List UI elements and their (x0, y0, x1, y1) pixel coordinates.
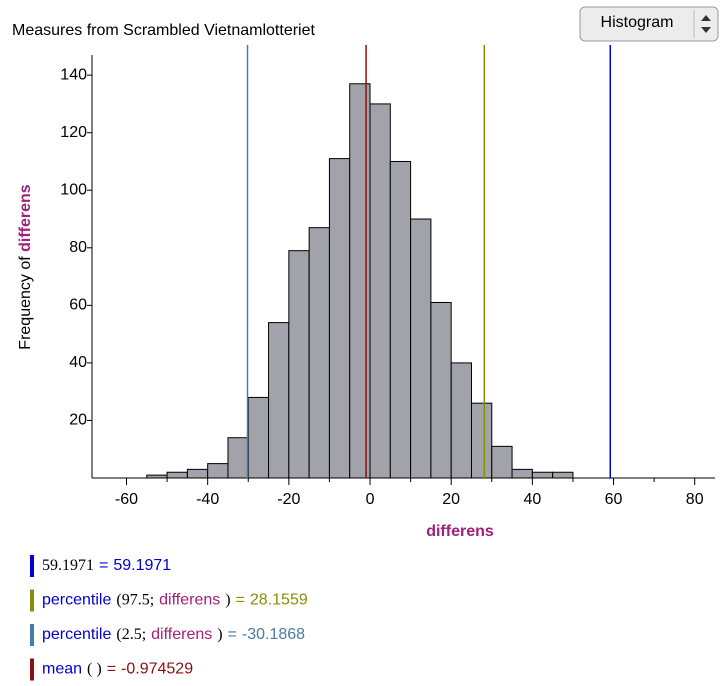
y-label-text: Frequency of (17, 256, 34, 350)
bar (166, 471, 188, 479)
bar (470, 402, 493, 479)
chart-title: Measures from Scrambled Vietnamlotteriet (12, 22, 315, 39)
legend-part: ) (217, 626, 222, 643)
y-tick-label: 120 (60, 124, 87, 141)
bar (227, 437, 249, 479)
legend-entry: percentile (2.5; differens) = -30.1868 (42, 626, 305, 644)
legend-part: differens (151, 626, 212, 643)
legend-part: percentile (42, 592, 111, 609)
x-tick-label: 60 (605, 491, 623, 508)
bar (186, 468, 209, 479)
legend-entry: percentile (97.5; differens) = 28.1559 (42, 591, 308, 609)
menu-label[interactable]: Histogram (601, 14, 674, 31)
bar (389, 160, 412, 479)
bar (288, 250, 310, 479)
bar (491, 445, 513, 479)
bar (268, 322, 290, 479)
bar (430, 301, 452, 479)
bar (511, 468, 533, 479)
bar (349, 83, 371, 479)
bar (247, 396, 270, 479)
x-tick-label: 80 (686, 491, 704, 508)
legend-entry: mean ( ) = -0.974529 (42, 660, 193, 678)
legend-part: = (99, 557, 108, 574)
bar (308, 227, 330, 479)
y-tick-label: 100 (60, 181, 87, 198)
legend-value: 28.1559 (250, 592, 308, 609)
x-tick-label: -60 (115, 491, 138, 508)
x-tick-label: 20 (442, 491, 460, 508)
legend-swatch (30, 658, 34, 681)
legend-swatch (30, 555, 34, 577)
legend-part: = (228, 626, 237, 643)
bar (410, 218, 432, 479)
legend-value: 59.1971 (113, 557, 171, 574)
menu-frame[interactable] (579, 6, 719, 42)
x-tick-label: -40 (196, 491, 219, 508)
legend-part: differens (159, 592, 220, 609)
y-label-attr: differens (17, 184, 34, 252)
y-axis-label: Frequency of differens (17, 184, 34, 350)
legend-value: -30.1868 (242, 626, 305, 643)
legend-part: mean (42, 661, 82, 678)
legend-part: (2.5; (116, 626, 146, 643)
x-tick-label: -20 (277, 491, 300, 508)
legend-part: (97.5; (116, 591, 154, 608)
bar (207, 463, 229, 479)
y-tick-label: 80 (69, 239, 87, 256)
bar (328, 158, 351, 479)
legend-value: -0.974529 (121, 661, 193, 678)
y-tick-label: 140 (60, 66, 87, 83)
bar (369, 103, 391, 479)
x-axis-label: differens (426, 523, 494, 540)
bar (552, 471, 574, 479)
legend-part: ) (225, 591, 230, 608)
menu-arrows (701, 15, 711, 33)
legend-swatch (30, 624, 34, 646)
x-tick-label: 0 (366, 491, 375, 508)
menu-button[interactable]: Histogram (579, 6, 719, 42)
legend-entry: 59.1971 = 59.1971 (42, 557, 171, 575)
legend-swatch (30, 589, 34, 612)
bar (531, 471, 554, 479)
bar (450, 362, 472, 479)
legend-part: ( ) (87, 660, 102, 677)
legend-part: 59.1971 (42, 557, 94, 574)
y-tick-label: 40 (69, 354, 87, 371)
legend-part: = (107, 661, 116, 678)
y-tick-label: 60 (69, 297, 87, 314)
y-tick-label: 20 (69, 412, 87, 429)
legend-part: = (236, 592, 245, 609)
x-tick-label: 40 (523, 491, 541, 508)
legend-part: percentile (42, 626, 111, 643)
